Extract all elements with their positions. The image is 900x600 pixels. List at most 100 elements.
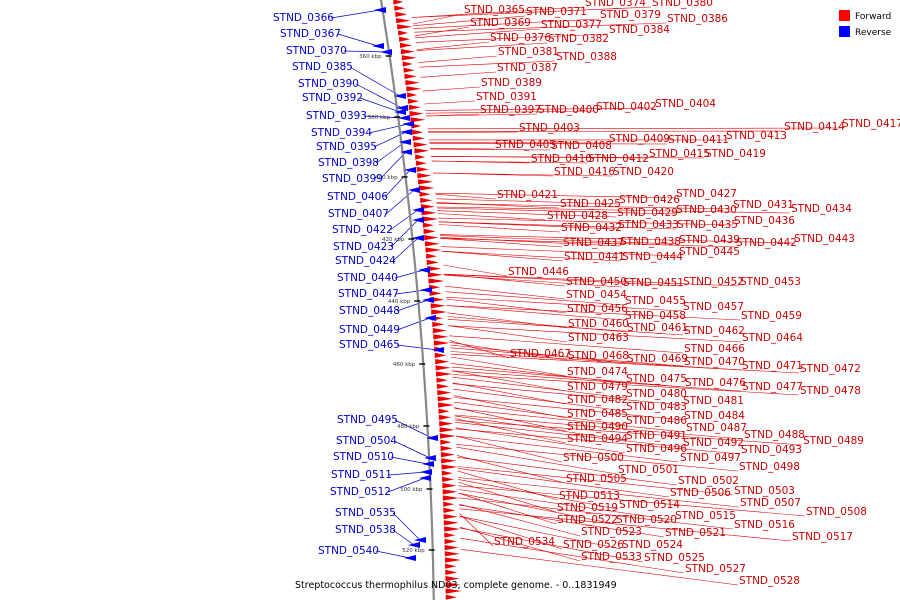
- reverse-gene-label: STND_0540: [318, 545, 379, 557]
- forward-connector: [437, 213, 547, 221]
- forward-connector: [431, 160, 588, 164]
- reverse-gene-label: STND_0535: [335, 507, 396, 519]
- forward-connector: [440, 238, 736, 248]
- gene-labels: STND_0366 STND_0367 STND_0370 STND_0385 STND…: [273, 0, 900, 587]
- forward-gene-arrow: [438, 402, 455, 408]
- forward-gene-label: STND_0525: [644, 552, 705, 564]
- forward-gene-arrow: [393, 0, 404, 5]
- forward-gene-label: STND_0513: [559, 490, 620, 502]
- forward-gene-label: STND_0437: [563, 237, 624, 249]
- forward-connector: [443, 273, 740, 287]
- forward-gene-label: STND_0493: [741, 444, 802, 456]
- reverse-gene-label: STND_0512: [330, 486, 391, 498]
- forward-gene-label: STND_0376: [490, 32, 551, 44]
- forward-connector: [431, 156, 705, 159]
- reverse-connector: [379, 151, 407, 180]
- forward-gene-arrow: [418, 185, 435, 191]
- reverse-gene-label: STND_0366: [273, 12, 334, 24]
- forward-connector: [418, 55, 498, 63]
- forward-gene-label: STND_0439: [679, 234, 740, 246]
- reverse-gene-arrow: [372, 43, 384, 49]
- reverse-gene-label: STND_0390: [298, 78, 359, 90]
- forward-connector: [433, 172, 613, 177]
- forward-gene-label: STND_0443: [794, 233, 855, 245]
- forward-gene-label: STND_0405: [495, 139, 556, 151]
- forward-gene-label: STND_0479: [567, 381, 628, 393]
- reverse-gene-label: STND_0538: [335, 524, 396, 536]
- reverse-gene-label: STND_0510: [333, 451, 394, 463]
- forward-gene-label: STND_0471: [742, 360, 803, 372]
- forward-connector: [451, 370, 742, 392]
- forward-connector: [445, 296, 683, 312]
- forward-connector: [460, 537, 685, 574]
- reverse-gene-arrow: [422, 297, 434, 303]
- forward-gene-label: STND_0387: [497, 62, 558, 74]
- forward-gene-arrow: [442, 495, 459, 501]
- forward-connector: [451, 370, 567, 392]
- forward-connector: [428, 131, 519, 133]
- forward-gene-label: STND_0397: [480, 104, 541, 116]
- forward-gene-arrow: [415, 154, 426, 160]
- forward-gene-label: STND_0528: [739, 575, 800, 587]
- reverse-gene-arrow: [422, 461, 434, 467]
- forward-connector: [458, 489, 675, 521]
- forward-gene-label: STND_0411: [668, 134, 729, 146]
- forward-connector: [441, 250, 622, 262]
- forward-gene-label: STND_0442: [736, 237, 797, 249]
- forward-gene-arrow: [445, 576, 460, 582]
- forward-connector: [458, 485, 806, 517]
- reverse-gene-label: STND_0424: [335, 255, 396, 267]
- forward-connector: [445, 291, 625, 306]
- forward-gene-label: STND_0458: [625, 310, 686, 322]
- forward-gene-arrow: [444, 526, 461, 532]
- forward-connector: [453, 397, 684, 421]
- reverse-gene-label: STND_0398: [318, 157, 379, 169]
- forward-gene-label: STND_0523: [581, 526, 642, 538]
- forward-connector: [443, 273, 683, 287]
- forward-gene-label: STND_0534: [494, 536, 555, 548]
- reverse-gene-arrow: [400, 129, 412, 135]
- forward-connector: [450, 351, 742, 371]
- reverse-gene-arrow: [412, 235, 424, 241]
- tick-label: 360 kbp: [359, 54, 382, 60]
- forward-gene-label: STND_0507: [740, 497, 801, 509]
- tick-label: 400 kbp: [375, 175, 398, 181]
- forward-gene-label: STND_0463: [568, 332, 629, 344]
- forward-gene-label: STND_0433: [618, 219, 679, 231]
- forward-gene-label: STND_0497: [680, 452, 741, 464]
- forward-gene-label: STND_0503: [734, 485, 795, 497]
- forward-connector: [458, 479, 619, 510]
- reverse-connector: [387, 477, 426, 493]
- forward-gene-arrow: [441, 464, 458, 470]
- forward-gene-arrow: [427, 272, 443, 278]
- forward-gene-arrow: [412, 129, 424, 135]
- reverse-connector: [392, 529, 415, 546]
- forward-connector: [456, 444, 739, 472]
- forward-connector: [446, 298, 567, 314]
- forward-gene-label: STND_0403: [519, 122, 580, 134]
- forward-gene-label: STND_0526: [563, 539, 624, 551]
- reverse-connector: [392, 237, 419, 262]
- forward-gene-label: STND_0452: [683, 276, 744, 288]
- forward-gene-label: STND_0431: [733, 199, 794, 211]
- forward-connector: [455, 435, 680, 463]
- forward-gene-arrow: [400, 49, 415, 55]
- legend-forward-swatch: [839, 10, 850, 21]
- reverse-connector: [389, 209, 419, 231]
- reverse-gene-arrow: [419, 475, 431, 481]
- reverse-gene-arrow: [412, 207, 424, 213]
- forward-gene-arrow: [433, 334, 449, 340]
- forward-gene-label: STND_0459: [741, 310, 802, 322]
- reverse-gene-label: STND_0495: [337, 414, 398, 426]
- forward-gene-arrow: [440, 445, 453, 451]
- reverse-connector: [396, 317, 431, 331]
- reverse-gene-arrow: [404, 555, 416, 561]
- forward-gene-arrow: [436, 377, 448, 383]
- reverse-connector: [396, 344, 439, 351]
- forward-gene-arrow: [423, 228, 436, 234]
- reverse-gene-label: STND_0370: [286, 45, 347, 57]
- forward-connector: [444, 285, 566, 300]
- forward-connector: [450, 347, 684, 367]
- forward-gene-arrow: [439, 427, 455, 433]
